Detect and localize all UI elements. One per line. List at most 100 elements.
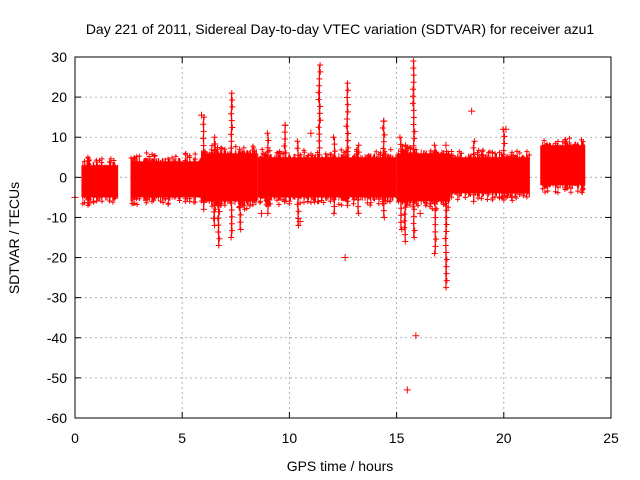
data-point xyxy=(398,148,405,155)
data-point xyxy=(402,238,409,245)
data-point xyxy=(410,72,417,79)
data-point xyxy=(219,145,225,151)
plot-frame xyxy=(74,56,612,419)
data-point xyxy=(411,227,418,234)
y-tick-label: 0 xyxy=(59,169,67,185)
data-point xyxy=(520,193,526,199)
data-point xyxy=(108,156,114,162)
data-point xyxy=(338,147,344,153)
data-point xyxy=(152,152,158,158)
data-point xyxy=(402,231,409,238)
data-point xyxy=(316,82,323,89)
data-point xyxy=(237,219,244,226)
data-point xyxy=(428,148,434,154)
data-point xyxy=(509,152,515,158)
data-point xyxy=(398,205,405,212)
data-point xyxy=(402,142,409,149)
data-point xyxy=(344,94,351,101)
data-point xyxy=(578,137,584,143)
data-point xyxy=(295,166,302,173)
data-point xyxy=(215,228,222,235)
data-point xyxy=(381,173,388,180)
data-point xyxy=(228,213,235,220)
data-point xyxy=(265,166,272,173)
data-point xyxy=(478,196,484,202)
data-point xyxy=(129,200,135,206)
data-point xyxy=(94,198,100,204)
data-point xyxy=(286,201,292,207)
data-point xyxy=(509,194,515,200)
data-point xyxy=(541,138,547,144)
data-point xyxy=(499,154,506,161)
data-point xyxy=(236,204,243,211)
data-point xyxy=(431,178,438,185)
data-point xyxy=(344,152,351,159)
data-point xyxy=(247,203,253,209)
data-point xyxy=(211,134,218,141)
data-point xyxy=(85,195,91,201)
data-outlier xyxy=(307,129,315,137)
data-point xyxy=(409,100,416,107)
data-point xyxy=(295,194,302,201)
data-point xyxy=(345,159,352,166)
data-point xyxy=(354,169,361,176)
data-point xyxy=(371,196,377,202)
data-point xyxy=(409,185,416,192)
data-point xyxy=(294,173,301,180)
data-point xyxy=(397,141,404,148)
data-point xyxy=(316,138,323,145)
data-point xyxy=(295,152,302,159)
data-point xyxy=(200,185,207,192)
data-point xyxy=(110,199,116,205)
data-outlier xyxy=(296,217,304,225)
data-point xyxy=(264,188,271,195)
data-point xyxy=(343,123,350,130)
data-point xyxy=(524,149,530,155)
data-point xyxy=(215,167,222,174)
data-point xyxy=(367,202,373,208)
data-point xyxy=(316,186,323,193)
data-point xyxy=(411,234,418,241)
data-point xyxy=(251,145,257,151)
data-point xyxy=(442,242,449,249)
data-point xyxy=(264,130,271,137)
data-point xyxy=(380,166,387,173)
data-point xyxy=(355,162,362,169)
data-point xyxy=(215,161,222,168)
data-point xyxy=(216,195,223,202)
data-point xyxy=(410,220,417,227)
data-point xyxy=(432,228,439,235)
data-point xyxy=(381,159,388,166)
data-point xyxy=(432,207,439,214)
data-point xyxy=(429,206,435,212)
data-point xyxy=(182,199,188,205)
data-point xyxy=(409,156,416,163)
data-point xyxy=(411,192,418,199)
data-point xyxy=(264,195,271,202)
data-point xyxy=(344,202,351,209)
data-point xyxy=(317,62,324,69)
data-point xyxy=(264,152,271,159)
data-point xyxy=(227,186,234,193)
data-point xyxy=(173,153,179,159)
data-point xyxy=(414,201,420,207)
data-point xyxy=(330,134,337,141)
data-point xyxy=(295,180,302,187)
data-point xyxy=(471,138,478,145)
y-tick-label: -50 xyxy=(47,370,67,386)
data-point xyxy=(402,149,409,156)
data-point xyxy=(90,199,96,205)
data-point xyxy=(442,193,449,200)
data-point xyxy=(484,197,490,203)
data-point xyxy=(265,203,272,210)
data-point xyxy=(343,166,350,173)
data-point xyxy=(517,150,523,156)
data-point xyxy=(282,156,289,163)
data-point xyxy=(381,180,388,187)
data-point xyxy=(449,194,455,200)
data-point xyxy=(200,156,207,163)
data-point xyxy=(395,199,401,205)
data-point xyxy=(264,210,271,217)
data-point xyxy=(212,141,219,148)
data-point xyxy=(228,220,235,227)
